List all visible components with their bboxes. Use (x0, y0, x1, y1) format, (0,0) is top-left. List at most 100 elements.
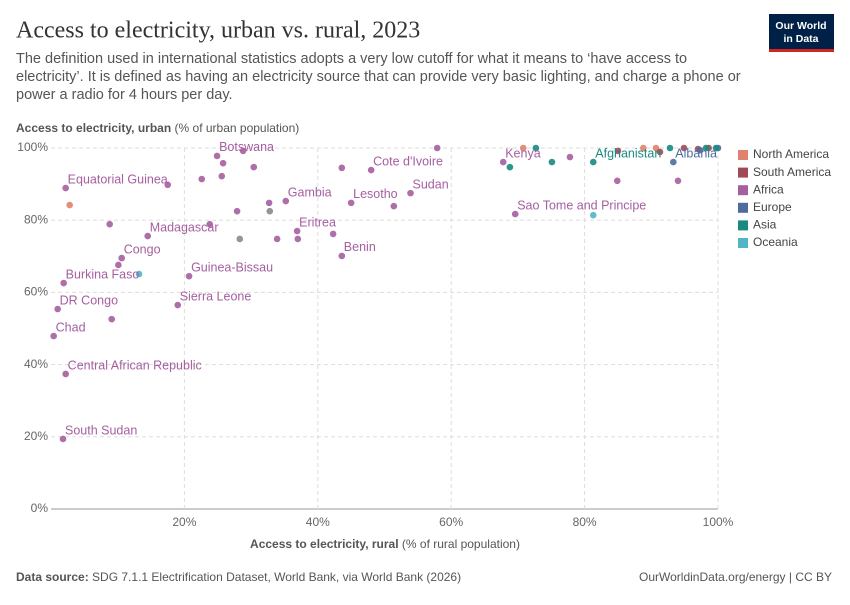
logo-text: Our World (775, 20, 826, 32)
point-label: Albania (675, 146, 717, 160)
point (218, 172, 226, 180)
point (293, 227, 301, 235)
x-tick-label: 80% (573, 515, 597, 529)
point (329, 230, 337, 238)
point-label: Guinea-Bissau (191, 260, 273, 274)
point (499, 158, 507, 166)
point (712, 144, 720, 152)
x-axis-label: Access to electricity, rural (% of rural… (250, 537, 520, 551)
point (696, 146, 704, 154)
point (250, 163, 258, 171)
y-tick-label: 40% (24, 357, 48, 371)
point (674, 177, 682, 185)
point (54, 305, 61, 313)
point (407, 189, 414, 197)
subtitle-box: The definition used in international sta… (16, 51, 741, 103)
point (613, 177, 621, 185)
point (59, 435, 67, 443)
point-label: Kenya (505, 146, 540, 160)
point (511, 210, 519, 218)
point (185, 272, 193, 280)
point (548, 158, 556, 166)
y-tick-label: 20% (24, 429, 48, 443)
point (532, 144, 540, 152)
x-tick-label: 20% (172, 515, 196, 529)
point (118, 254, 126, 262)
point (66, 201, 73, 209)
point (282, 197, 290, 205)
point-label: Cote d'Ivoire (373, 154, 443, 168)
point (198, 175, 206, 183)
point (390, 202, 398, 210)
point-label: Benin (344, 240, 376, 254)
footer-right: OurWorldinData.org/energy | CC BY (639, 570, 832, 584)
point-label: DR Congo (60, 293, 118, 307)
legend-swatch (738, 220, 748, 231)
point (589, 211, 597, 219)
point-label: Burkina Faso (66, 267, 140, 281)
legend-swatch (738, 202, 748, 213)
source-text: SDG 7.1.1 Electrification Dataset, World… (92, 570, 461, 584)
y-axis-unit: (% of urban population) (175, 121, 300, 135)
point-label: South Sudan (65, 423, 137, 437)
point (265, 199, 273, 207)
y-tick-label: 100% (17, 140, 48, 154)
point-label: Sierra Leone (180, 289, 252, 303)
point (62, 184, 69, 192)
point-label: Madagascar (150, 220, 219, 234)
point (108, 315, 115, 323)
point-label: Botswana (219, 140, 274, 154)
chart-subtitle: The definition used in international sta… (16, 51, 741, 103)
x-tick-label: 60% (439, 515, 463, 529)
point-label: Equatorial Guinea (68, 172, 168, 186)
legend-label: North America (753, 147, 829, 161)
legend-label: South America (753, 165, 831, 179)
point (338, 252, 346, 260)
point-label: Sudan (413, 177, 449, 191)
point (206, 220, 214, 228)
point (164, 181, 172, 189)
point (639, 144, 647, 152)
point (566, 153, 574, 161)
point-label: Sao Tome and Principe (517, 198, 646, 212)
point (60, 279, 67, 287)
point (680, 144, 688, 152)
point (174, 301, 182, 309)
point (135, 270, 143, 278)
legend-swatch (738, 150, 748, 160)
y-tick-label: 80% (24, 212, 48, 226)
logo-bg (769, 14, 834, 52)
point-label: Gambia (288, 185, 332, 199)
source-label: Data source: (16, 570, 89, 584)
legend-label: Asia (753, 218, 777, 232)
point (50, 332, 57, 340)
point (652, 144, 660, 152)
point (347, 199, 355, 207)
legend-swatch (738, 167, 748, 178)
point (106, 220, 113, 228)
legend-label: Europe (753, 200, 792, 214)
point (219, 159, 227, 167)
legend-swatch (738, 238, 748, 248)
point-label: Chad (56, 320, 86, 334)
point-label: Afghanistan (595, 146, 661, 160)
y-axis-title: Access to electricity, urban (16, 121, 171, 135)
point-label: Lesotho (353, 187, 398, 201)
point (589, 158, 597, 166)
point (236, 235, 244, 243)
point (433, 144, 441, 152)
point (338, 164, 346, 172)
point (614, 147, 622, 155)
point (519, 144, 527, 152)
legend-swatch (738, 185, 748, 196)
y-axis-label: Access to electricity, urban (% of urban… (16, 121, 299, 135)
point (666, 144, 674, 152)
point-label: Central African Republic (68, 358, 202, 372)
point (62, 370, 69, 378)
chart-title: Access to electricity, urban vs. rural, … (16, 18, 420, 44)
point (506, 163, 514, 171)
point-label: Congo (124, 242, 161, 256)
legend-label: Africa (753, 182, 784, 196)
point (144, 232, 152, 240)
